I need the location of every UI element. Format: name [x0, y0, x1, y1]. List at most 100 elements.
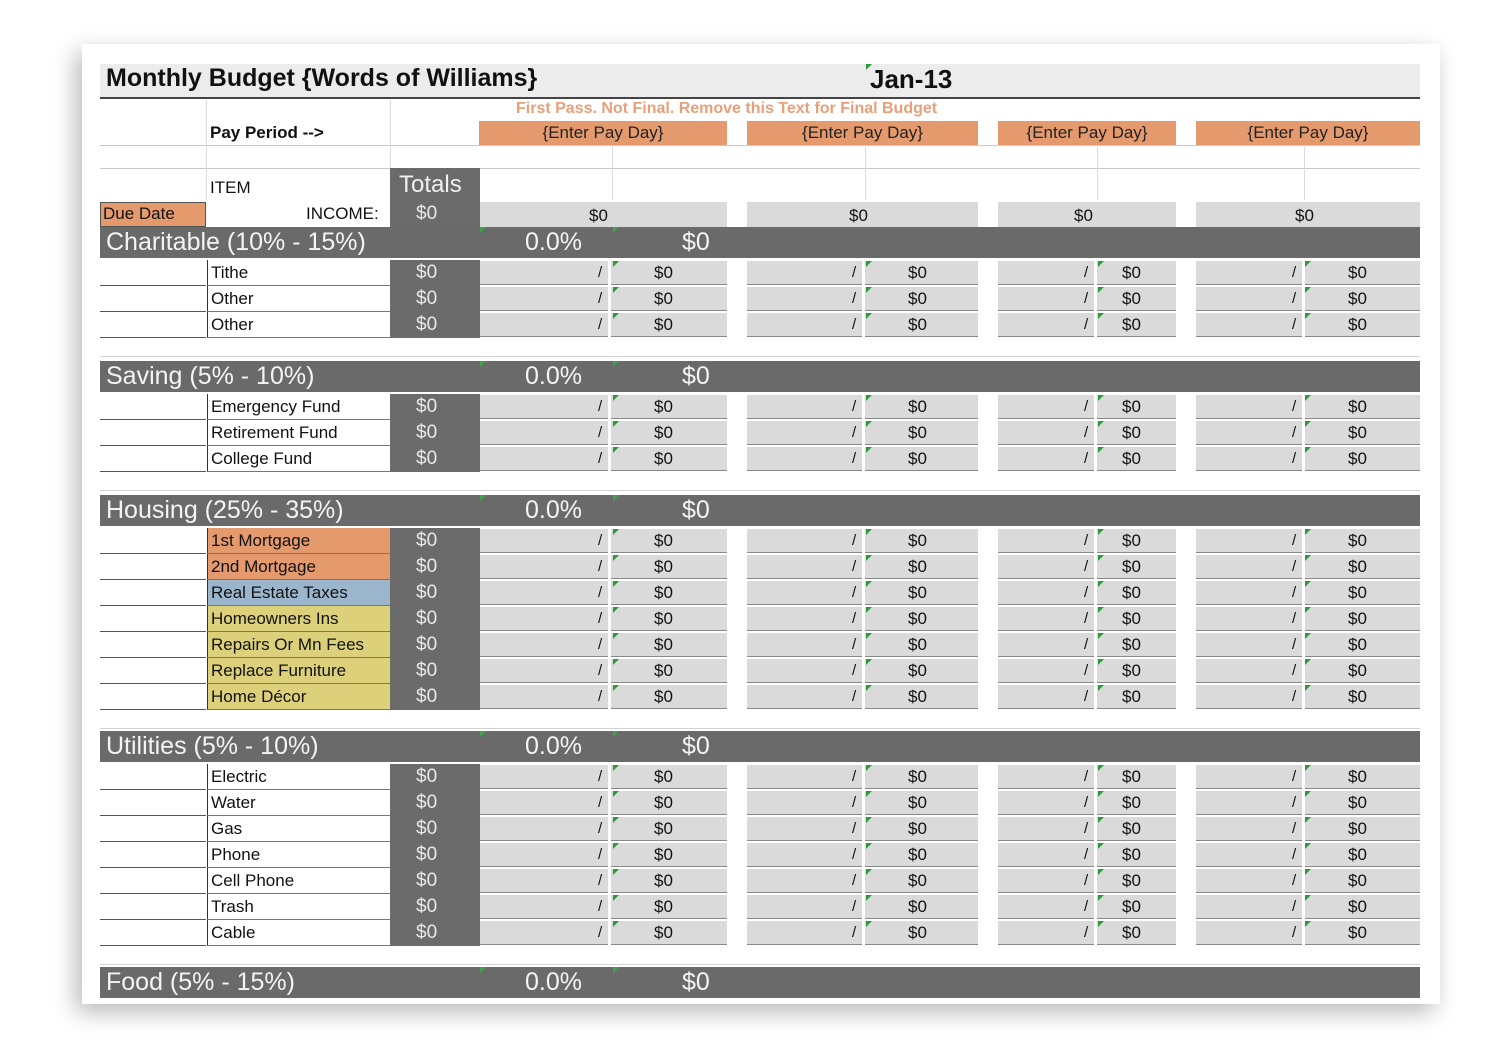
- amount-value[interactable]: $0: [1348, 635, 1367, 654]
- amount-value[interactable]: $0: [908, 397, 927, 416]
- date-cell[interactable]: [1196, 685, 1302, 709]
- amount-cell[interactable]: [1305, 791, 1420, 815]
- date-cell[interactable]: [747, 685, 862, 709]
- item-total[interactable]: $0: [416, 844, 438, 865]
- amount-cell[interactable]: [1097, 395, 1176, 419]
- amount-value[interactable]: $0: [908, 661, 927, 680]
- amount-value[interactable]: $0: [1348, 609, 1367, 628]
- amount-cell[interactable]: [611, 261, 727, 285]
- amount-value[interactable]: $0: [1122, 635, 1141, 654]
- date-cell[interactable]: [747, 581, 862, 605]
- item-total[interactable]: $0: [416, 766, 438, 787]
- date-cell[interactable]: [1196, 581, 1302, 605]
- date-cell[interactable]: [1196, 921, 1302, 945]
- amount-cell[interactable]: [1097, 765, 1176, 789]
- section-percent[interactable]: 0.0%: [525, 496, 582, 524]
- date-cell[interactable]: [480, 287, 608, 311]
- item-total[interactable]: $0: [416, 608, 438, 629]
- amount-value[interactable]: $0: [654, 397, 673, 416]
- amount-value[interactable]: $0: [908, 289, 927, 308]
- amount-value[interactable]: $0: [1348, 923, 1367, 942]
- date-cell[interactable]: [1196, 287, 1302, 311]
- amount-value[interactable]: $0: [1122, 557, 1141, 576]
- date-cell[interactable]: [480, 447, 608, 471]
- amount-cell[interactable]: [865, 529, 978, 553]
- amount-value[interactable]: $0: [1348, 871, 1367, 890]
- date-cell[interactable]: [747, 555, 862, 579]
- date-cell[interactable]: [998, 421, 1094, 445]
- date-cell[interactable]: [480, 421, 608, 445]
- pay-day-cell-1[interactable]: {Enter Pay Day}: [479, 121, 727, 145]
- amount-cell[interactable]: [1097, 633, 1176, 657]
- date-cell[interactable]: [480, 895, 608, 919]
- amount-cell[interactable]: [1305, 313, 1420, 337]
- amount-cell[interactable]: [611, 313, 727, 337]
- month-cell[interactable]: Jan-13: [870, 64, 953, 94]
- amount-cell[interactable]: [1097, 447, 1176, 471]
- amount-cell[interactable]: [1097, 869, 1176, 893]
- date-cell[interactable]: [747, 447, 862, 471]
- amount-cell[interactable]: [611, 395, 727, 419]
- amount-value[interactable]: $0: [654, 423, 673, 442]
- amount-cell[interactable]: [865, 659, 978, 683]
- date-cell[interactable]: [998, 607, 1094, 631]
- amount-cell[interactable]: [1097, 843, 1176, 867]
- date-cell[interactable]: [998, 581, 1094, 605]
- section-amount[interactable]: $0: [682, 228, 710, 256]
- date-cell[interactable]: [480, 685, 608, 709]
- date-cell[interactable]: [480, 921, 608, 945]
- date-cell[interactable]: [747, 313, 862, 337]
- amount-cell[interactable]: [611, 529, 727, 553]
- date-cell[interactable]: [480, 395, 608, 419]
- amount-value[interactable]: $0: [1122, 897, 1141, 916]
- date-cell[interactable]: [747, 421, 862, 445]
- date-cell[interactable]: [480, 633, 608, 657]
- amount-cell[interactable]: [611, 791, 727, 815]
- amount-value[interactable]: $0: [908, 531, 927, 550]
- amount-value[interactable]: $0: [1348, 397, 1367, 416]
- amount-value[interactable]: $0: [1348, 687, 1367, 706]
- amount-value[interactable]: $0: [1348, 423, 1367, 442]
- amount-value[interactable]: $0: [908, 557, 927, 576]
- date-cell[interactable]: [480, 659, 608, 683]
- amount-value[interactable]: $0: [908, 845, 927, 864]
- income-value-3[interactable]: $0: [1074, 206, 1093, 225]
- section-percent[interactable]: 0.0%: [525, 362, 582, 390]
- amount-cell[interactable]: [611, 817, 727, 841]
- amount-value[interactable]: $0: [1122, 583, 1141, 602]
- date-cell[interactable]: [480, 581, 608, 605]
- amount-value[interactable]: $0: [1122, 767, 1141, 786]
- date-cell[interactable]: [1196, 313, 1302, 337]
- item-label[interactable]: Cell Phone: [207, 868, 390, 894]
- amount-cell[interactable]: [611, 843, 727, 867]
- amount-value[interactable]: $0: [1348, 289, 1367, 308]
- item-label[interactable]: Phone: [207, 842, 390, 868]
- amount-value[interactable]: $0: [1122, 661, 1141, 680]
- amount-cell[interactable]: [611, 869, 727, 893]
- item-total[interactable]: $0: [416, 870, 438, 891]
- amount-value[interactable]: $0: [654, 583, 673, 602]
- amount-value[interactable]: $0: [1348, 897, 1367, 916]
- section-amount[interactable]: $0: [682, 496, 710, 524]
- amount-value[interactable]: $0: [654, 635, 673, 654]
- date-cell[interactable]: [480, 313, 608, 337]
- item-label[interactable]: Gas: [207, 816, 390, 842]
- amount-value[interactable]: $0: [908, 767, 927, 786]
- date-cell[interactable]: [998, 261, 1094, 285]
- amount-value[interactable]: $0: [908, 583, 927, 602]
- amount-value[interactable]: $0: [1348, 661, 1367, 680]
- date-cell[interactable]: [998, 895, 1094, 919]
- amount-cell[interactable]: [1097, 921, 1176, 945]
- item-total[interactable]: $0: [416, 792, 438, 813]
- item-total[interactable]: $0: [416, 288, 438, 309]
- section-name[interactable]: Housing (25% - 35%): [106, 496, 344, 524]
- amount-cell[interactable]: [611, 633, 727, 657]
- date-cell[interactable]: [747, 261, 862, 285]
- amount-cell[interactable]: [1097, 895, 1176, 919]
- date-cell[interactable]: [998, 447, 1094, 471]
- amount-value[interactable]: $0: [908, 923, 927, 942]
- date-cell[interactable]: [998, 843, 1094, 867]
- amount-value[interactable]: $0: [1122, 449, 1141, 468]
- amount-cell[interactable]: [611, 685, 727, 709]
- amount-value[interactable]: $0: [1122, 531, 1141, 550]
